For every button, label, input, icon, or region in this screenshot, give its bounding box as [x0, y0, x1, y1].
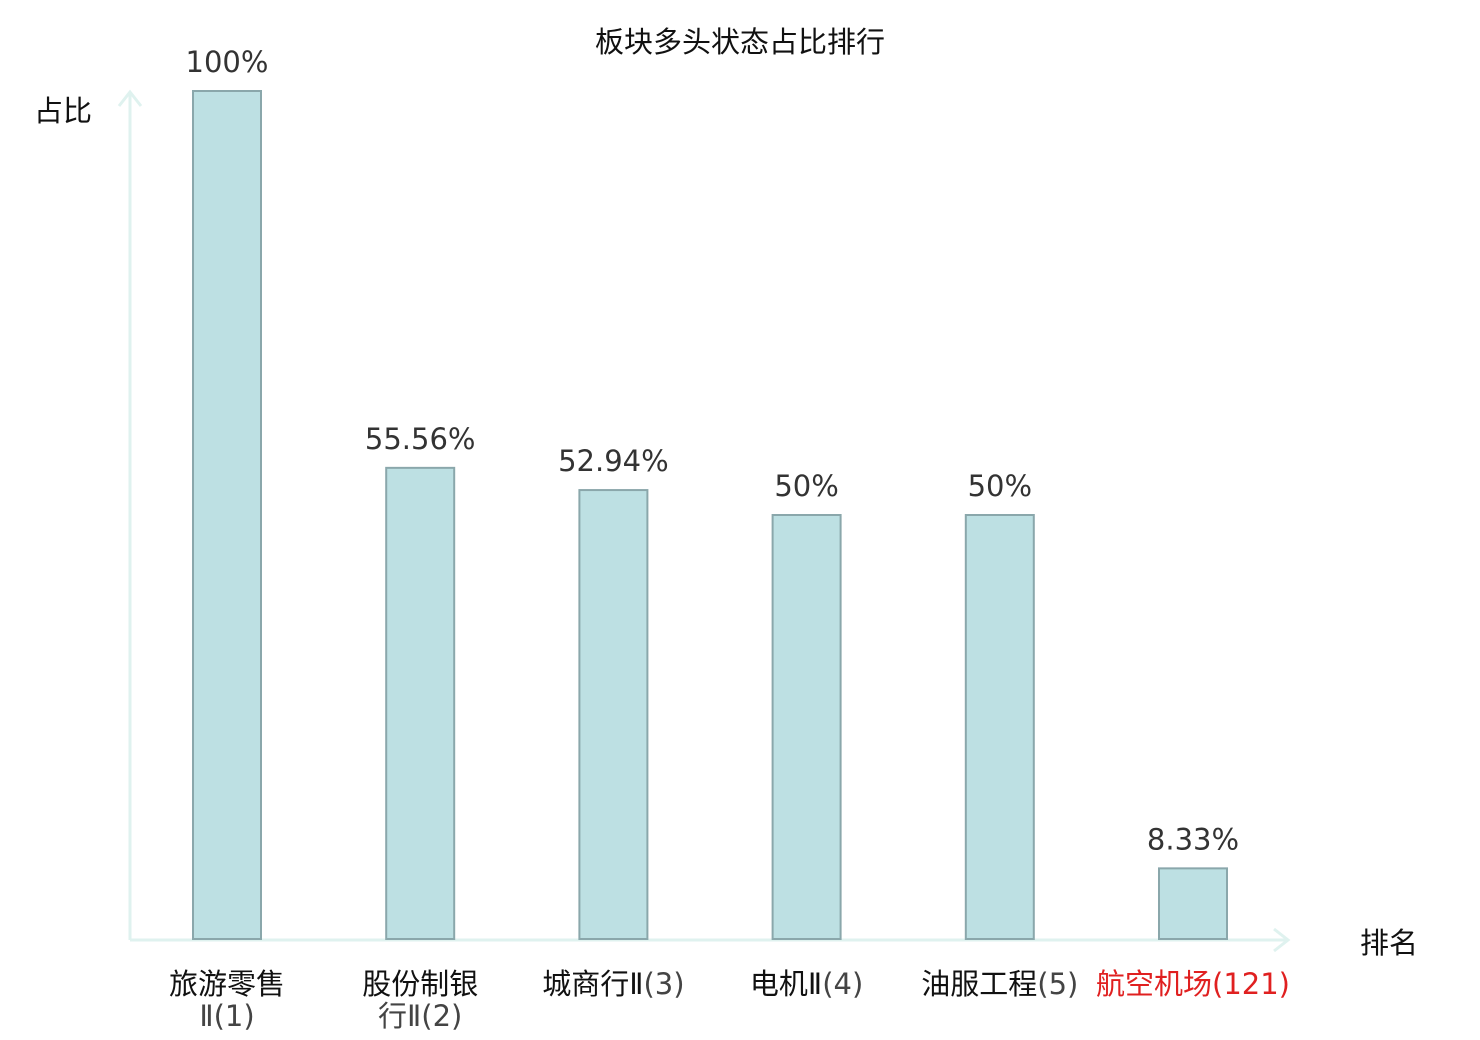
category-label: 油服工程(5) [921, 967, 1078, 1001]
x-axis-arrow [1273, 927, 1291, 953]
category-label: 股份制银行Ⅱ(2) [362, 967, 478, 1033]
category-label: 航空机场(121) [1096, 967, 1290, 1001]
bars-group [192, 90, 1228, 940]
x-axis-label: 排名 [1360, 926, 1418, 960]
bar-value-label: 50% [774, 469, 838, 503]
y-axis-label: 占比 [34, 94, 92, 128]
y-axis-arrow [117, 89, 143, 107]
bar-value-label: 8.33% [1147, 822, 1239, 856]
category-label: 旅游零售 Ⅱ(1) [169, 967, 285, 1033]
category-labels-group: 旅游零售 Ⅱ(1) 股份制银行Ⅱ(2) 城商行Ⅱ(3) 电机Ⅱ(4) 油服工程(5) 航空机… [169, 967, 1290, 1033]
y-axis [117, 89, 143, 940]
bar-value-label: 50% [968, 469, 1032, 503]
bar [771, 514, 842, 940]
x-axis [130, 927, 1291, 953]
bar [964, 514, 1035, 940]
value-labels-group: 100% 55.56% 52.94% 50% 50% 8.33% [186, 45, 1240, 856]
chart-title: 板块多头状态占比排行 [595, 25, 885, 59]
category-label: 电机Ⅱ(4) [750, 967, 863, 1001]
bar-value-label: 55.56% [365, 422, 476, 456]
bar [385, 466, 456, 940]
bar-value-label: 52.94% [558, 444, 669, 478]
bar [1158, 867, 1228, 940]
bar [192, 90, 262, 940]
category-label: 城商行Ⅱ(3) [542, 967, 684, 1001]
bar-value-label: 100% [186, 45, 269, 79]
bar [578, 489, 649, 940]
